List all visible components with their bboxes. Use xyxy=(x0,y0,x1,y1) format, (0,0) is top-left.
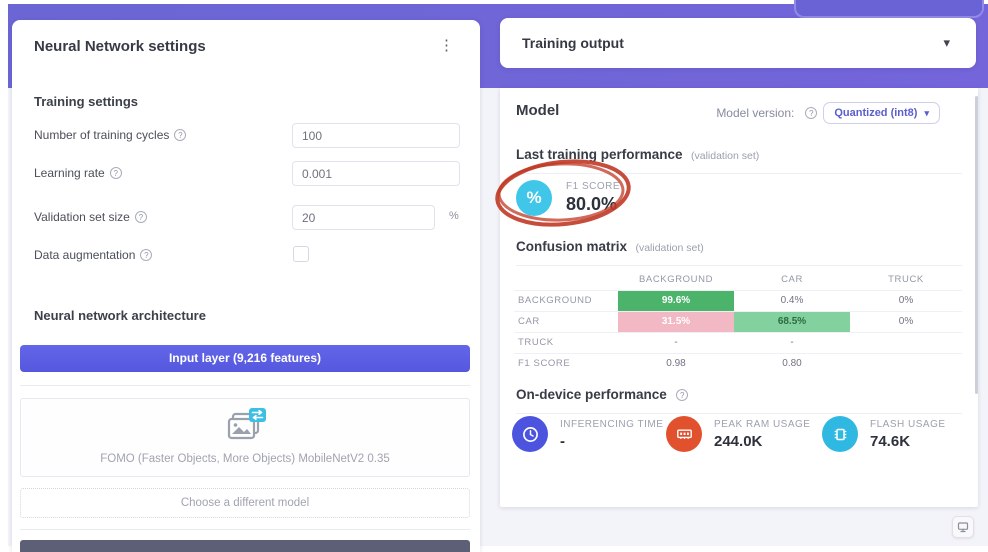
kebab-menu-icon[interactable]: ⋮ xyxy=(439,37,454,54)
model-heading: Model xyxy=(516,102,560,119)
on-device-heading: On-device performance ? xyxy=(516,386,962,414)
performance-section-heading: Last training performance (validation se… xyxy=(516,146,962,174)
header-cutoff-button[interactable] xyxy=(794,0,984,18)
next-layer-block[interactable] xyxy=(20,540,470,552)
f1-score-value: 80.0% xyxy=(566,194,618,214)
input-layer-button[interactable]: Input layer (9,216 features) xyxy=(20,345,470,372)
column-header: TRUCK xyxy=(888,274,924,286)
model-version-label: Model version: xyxy=(716,106,795,120)
data-augmentation-row: Data augmentation? xyxy=(34,243,470,269)
data-augmentation-checkbox[interactable] xyxy=(293,246,309,262)
learning-rate-input[interactable] xyxy=(292,161,460,186)
ram-icon xyxy=(666,416,702,452)
help-icon[interactable]: ? xyxy=(676,389,689,401)
training-output-header-card[interactable]: Training output ▾ xyxy=(500,18,976,68)
training-output-title: Training output xyxy=(522,35,624,51)
image-stack-icon xyxy=(227,408,266,440)
scrollbar[interactable] xyxy=(975,96,978,394)
row-label: BACKGROUND xyxy=(514,289,618,311)
percent-suffix-label: % xyxy=(449,210,459,222)
neural-network-settings-card: Neural Network settings ⋮ Training setti… xyxy=(12,20,480,552)
divider xyxy=(20,385,470,386)
help-icon[interactable]: ? xyxy=(134,211,147,223)
training-cycles-row: Number of training cycles? xyxy=(34,123,470,149)
matrix-cell: 31.5% xyxy=(618,310,734,332)
row-label: CAR xyxy=(514,310,618,332)
table-header-row: BACKGROUND CAR TRUCK xyxy=(514,270,962,290)
table-row: BACKGROUND 99.6% 0.4% 0% xyxy=(514,289,962,311)
matrix-cell: 0.80 xyxy=(734,352,850,374)
table-row: CAR 31.5% 68.5% 0% xyxy=(514,310,962,332)
matrix-cell: 0.4% xyxy=(734,289,850,311)
matrix-cell xyxy=(850,331,962,353)
matrix-cell: 0.98 xyxy=(618,352,734,374)
matrix-cell: 68.5% xyxy=(734,310,850,332)
matrix-cell: - xyxy=(618,331,734,353)
matrix-cell: 99.6% xyxy=(618,289,734,311)
choose-different-model-button[interactable]: Choose a different model xyxy=(20,488,470,518)
training-output-content-card: Model Model version: ? Quantized (int8) … xyxy=(495,88,978,507)
help-icon[interactable]: ? xyxy=(805,107,818,119)
feedback-widget-button[interactable] xyxy=(952,516,974,538)
f1-score-block: % F1 SCORE 80.0% xyxy=(516,180,620,216)
confusion-matrix-table: BACKGROUND CAR TRUCK BACKGROUND 99.6% 0.… xyxy=(514,270,962,374)
divider xyxy=(20,529,470,530)
inferencing-time-stat: INFERENCING TIME - xyxy=(512,412,663,456)
learning-rate-row: Learning rate? xyxy=(34,161,470,187)
matrix-cell: 0% xyxy=(850,310,962,332)
clock-icon xyxy=(512,416,548,452)
matrix-cell: 0% xyxy=(850,289,962,311)
monitor-icon xyxy=(957,522,969,533)
f1-score-label: F1 SCORE xyxy=(566,181,621,192)
peak-ram-stat: PEAK RAM USAGE 244.0K xyxy=(666,412,810,456)
model-name-label: FOMO (Faster Objects, More Objects) Mobi… xyxy=(100,453,390,465)
help-icon[interactable]: ? xyxy=(109,167,122,179)
flash-usage-stat: FLASH USAGE 74.6K xyxy=(822,412,946,456)
model-version-value: Quantized (int8) xyxy=(834,107,918,119)
model-box[interactable]: FOMO (Faster Objects, More Objects) Mobi… xyxy=(20,398,470,477)
training-settings-heading: Training settings xyxy=(34,94,139,109)
column-header: CAR xyxy=(781,274,803,286)
training-cycles-input[interactable] xyxy=(292,123,460,148)
validation-set-size-input[interactable] xyxy=(292,205,435,230)
panel-title: Neural Network settings xyxy=(34,38,206,55)
confusion-matrix-heading: Confusion matrix (validation set) xyxy=(516,238,962,266)
chip-icon xyxy=(822,416,858,452)
model-version-group: Model version: ? Quantized (int8) ▾ xyxy=(716,102,940,124)
table-row: F1 SCORE 0.98 0.80 xyxy=(514,352,962,374)
percent-badge-icon: % xyxy=(516,180,552,216)
validation-set-size-row: Validation set size? % xyxy=(34,205,470,231)
matrix-cell: - xyxy=(734,331,850,353)
architecture-heading: Neural network architecture xyxy=(34,308,206,323)
row-label: F1 SCORE xyxy=(514,352,618,374)
chevron-down-icon[interactable]: ▾ xyxy=(943,35,950,50)
help-icon[interactable]: ? xyxy=(140,249,153,261)
field-label: Data augmentation xyxy=(34,248,136,262)
field-label: Learning rate xyxy=(34,166,105,180)
chevron-down-icon: ▾ xyxy=(924,107,929,118)
matrix-cell xyxy=(850,352,962,374)
row-label: TRUCK xyxy=(514,331,618,353)
table-row: TRUCK - - xyxy=(514,331,962,353)
model-version-dropdown[interactable]: Quantized (int8) ▾ xyxy=(823,102,940,124)
column-header: BACKGROUND xyxy=(638,274,714,286)
field-label: Validation set size xyxy=(34,210,130,224)
field-label: Number of training cycles xyxy=(34,128,170,142)
help-icon[interactable]: ? xyxy=(174,129,187,141)
